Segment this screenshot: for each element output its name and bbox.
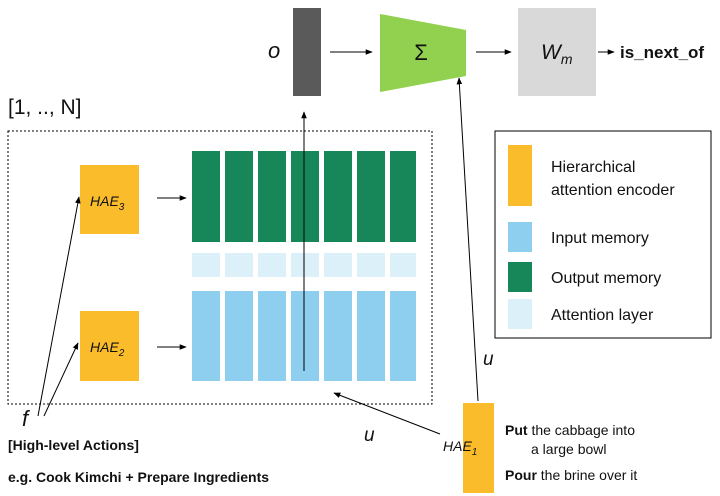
sum-trapezoid [380,14,466,92]
legend-label-encoder-1: Hierarchical [551,159,635,176]
input-memory-cell [192,291,220,381]
input-memory-cell [324,291,352,381]
output-memory-cell [291,151,319,242]
sum-symbol: Σ [414,40,428,65]
hae2-label: HAE2 [90,339,125,359]
legend-swatch-encoder [508,145,532,206]
output-memory-cell [324,151,352,242]
legend-swatch-attention [508,299,532,329]
arrow-hae1-to-sum [456,77,479,402]
hae3-box [80,165,139,234]
input-memory-cell [258,291,286,381]
input-memory-cell [225,291,253,381]
attention-cell [192,253,220,277]
high-level-example: e.g. Cook Kimchi + Prepare Ingredients [8,469,269,485]
arrow-f-to-hae3 [37,196,81,417]
attention-layer-grid [192,253,416,277]
attention-cell [390,253,416,277]
range-label: [1, .., N] [8,96,82,119]
input-memory-cell [390,291,416,381]
output-label: is_next_of [620,43,704,62]
o-label: o [268,38,280,63]
wm-box [518,8,596,96]
output-memory-cell [225,151,253,242]
legend-label-attention: Attention layer [551,307,654,324]
u-label-diag: u [364,425,375,446]
attention-cell [225,253,253,277]
legend-label-encoder-2: attention encoder [551,182,675,199]
hae1-box [463,403,494,493]
hae2-box [80,311,139,381]
o-vector-bar [293,8,321,96]
output-memory-cell [357,151,385,242]
legend-swatch-input-memory [508,222,532,252]
input-memory-cell [357,291,385,381]
attention-cell [258,253,286,277]
attention-cell [357,253,385,277]
hae3-label: HAE3 [90,193,125,213]
attention-cell [291,253,319,277]
input-memory-cell [291,291,319,381]
legend-swatch-output-memory [508,262,532,292]
output-memory-cell [390,151,416,242]
output-memory-cell [258,151,286,242]
f-label: f [22,406,31,431]
instruction-1: Put the cabbage into [505,422,635,438]
instruction-2: Pour the brine over it [505,467,637,483]
wm-label: Wm [541,41,573,67]
legend-label-output-memory: Output memory [551,270,661,287]
arrow-f-to-hae2 [43,342,79,417]
output-memory-cell [192,151,220,242]
high-level-title: [High-level Actions] [8,437,139,453]
u-label-vertical: u [483,349,494,370]
attention-cell [324,253,352,277]
memory-hops-container [7,130,433,405]
hae1-label: HAE1 [443,438,477,458]
output-memory-grid [192,151,416,242]
input-memory-grid [192,291,416,381]
arrow-hae1-to-memory [333,392,441,435]
legend-label-input-memory: Input memory [551,230,649,247]
instruction-1-line2: a large bowl [531,441,607,457]
